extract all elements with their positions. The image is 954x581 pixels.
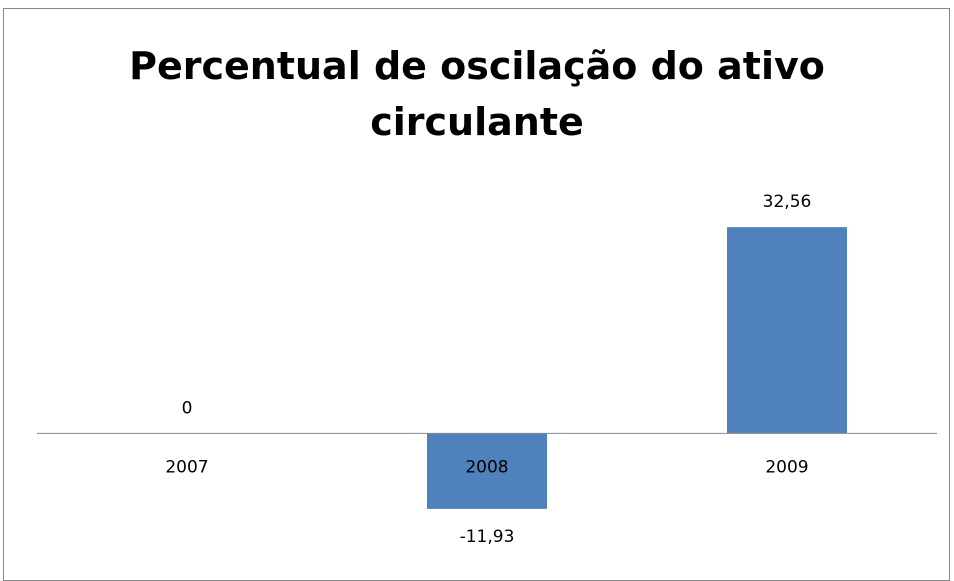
data-label: 0 [182, 398, 193, 418]
x-tick-label: 2007 [165, 457, 208, 477]
data-label: 32,56 [763, 192, 812, 212]
chart-title: Percentual de oscilação do ativo circula… [129, 44, 825, 144]
bar [727, 227, 847, 434]
data-label: -11,93 [460, 527, 515, 547]
x-tick-label: 2008 [465, 457, 508, 477]
x-tick-label: 2009 [765, 457, 808, 477]
bar [427, 433, 547, 509]
